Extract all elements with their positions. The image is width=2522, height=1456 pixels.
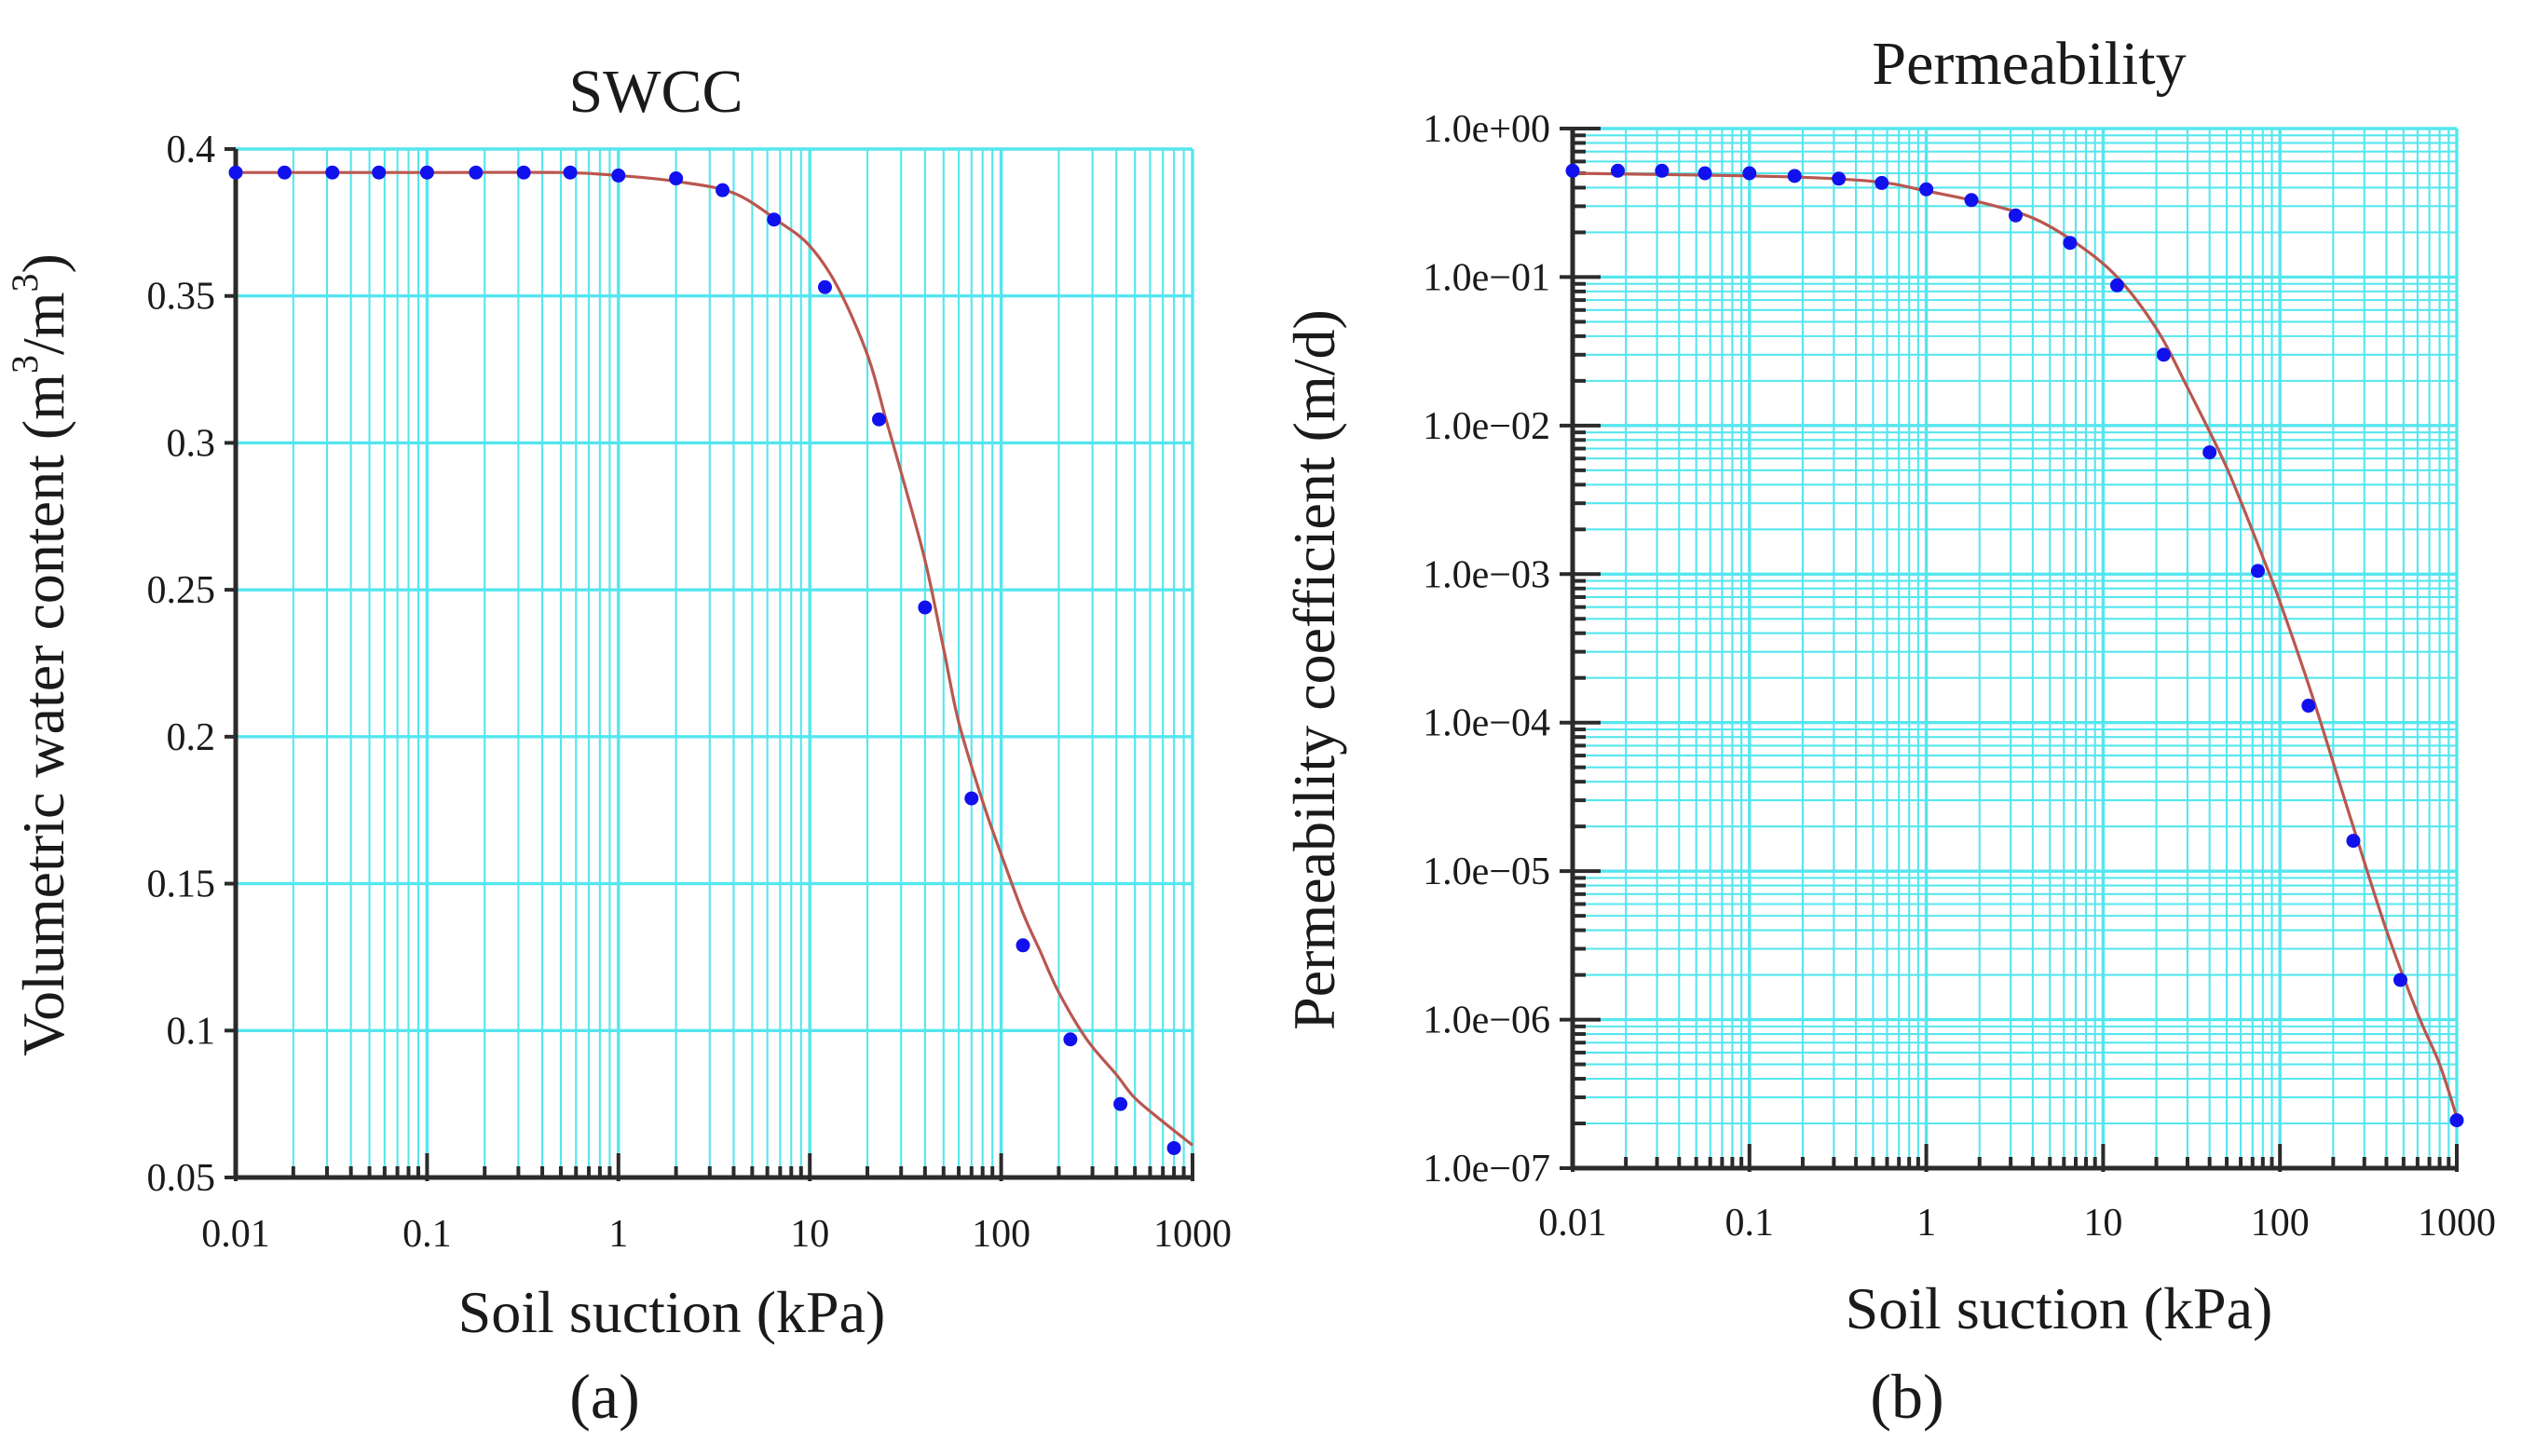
permeability-data-point [1964, 193, 1979, 208]
permeability-y-tick-label: 1.0e−07 [1423, 1148, 1550, 1191]
swcc-data-point [469, 165, 484, 180]
permeability-x-tick-label: 1 [1916, 1202, 1936, 1245]
permeability-x-axis-label: Soil suction (kPa) [1846, 1275, 2273, 1341]
swcc-y-tick-label: 0.2 [167, 716, 216, 759]
swcc-data-point [228, 165, 243, 180]
permeability-data-point [1874, 175, 1889, 190]
swcc-data-point [372, 165, 387, 180]
permeability-y-tick-label: 1.0e+00 [1423, 108, 1550, 151]
swcc-fitted-curve [236, 170, 1193, 1147]
permeability-x-tick-label: 0.1 [1725, 1202, 1775, 1245]
swcc-x-tick-label: 1 [608, 1213, 628, 1256]
swcc-data-point [419, 165, 434, 180]
swcc-data-point [716, 183, 730, 197]
swcc-y-label-suffix: ) [10, 253, 76, 273]
permeability-y-tick-label: 1.0e−02 [1423, 405, 1550, 448]
permeability-data-point [2109, 278, 2124, 293]
permeability-x-tick-label: 1000 [2418, 1202, 2496, 1245]
swcc-x-axis-label: Soil suction (kPa) [458, 1279, 886, 1345]
permeability-y-tick-label: 1.0e−04 [1423, 702, 1550, 745]
swcc-data-point [767, 212, 782, 227]
permeability-x-tick-label: 0.01 [1538, 1202, 1607, 1245]
swcc-data-point [516, 165, 531, 180]
permeability-data-point [2250, 564, 2265, 578]
swcc-y-tick-label: 0.3 [167, 422, 216, 465]
swcc-plot-area: 0.01 0.1 1 10 100 1000 0.05 0.1 0.15 0.2 0.25 0.3 0.… [147, 129, 1233, 1256]
swcc-y-tick-label: 0.4 [167, 129, 216, 171]
swcc-y-label-sup2: 3 [4, 273, 46, 292]
swcc-panel: SWCC 0.01 0.1 1 10 100 1000 0.05 0.1 0.15 0.2 0.25… [4, 58, 1232, 1432]
swcc-data-point [669, 171, 684, 186]
permeability-y-tick-label: 1.0e−05 [1423, 850, 1550, 893]
swcc-x-tick-label: 0.01 [201, 1213, 270, 1256]
permeability-y-tick-label: 1.0e−01 [1423, 256, 1550, 299]
swcc-data-point [1166, 1140, 1181, 1155]
swcc-data-point [871, 412, 886, 427]
permeability-data-point [1832, 171, 1847, 186]
swcc-y-tick-label: 0.35 [147, 276, 216, 319]
permeability-data-point [1787, 169, 1802, 184]
permeability-data-point [2008, 208, 2023, 223]
swcc-title: SWCC [568, 58, 743, 126]
permeability-data-point [1919, 182, 1934, 197]
swcc-y-label-prefix: Volumetric water content (m [10, 374, 76, 1056]
swcc-data-point [1063, 1032, 1078, 1047]
swcc-data-point [1016, 938, 1030, 953]
permeability-x-tick-label: 10 [2083, 1202, 2122, 1245]
panel-label-b: (b) [1870, 1361, 1943, 1432]
permeability-panel: Permeability 0.01 0.1 1 10 100 1000 1.0e−07 1.0… [1281, 30, 2496, 1432]
permeability-data-point [2202, 445, 2217, 460]
swcc-data-point [611, 168, 626, 183]
permeability-y-axis-label: Permeability coefficient (m/d) [1281, 309, 1347, 1030]
permeability-data-point [2156, 347, 2171, 362]
swcc-y-tick-label: 0.1 [167, 1010, 216, 1053]
permeability-plot-area: 0.01 0.1 1 10 100 1000 1.0e−07 1.0e−06 1.0e−05 1.… [1423, 108, 2496, 1245]
swcc-data-point [1113, 1096, 1128, 1111]
permeability-data-point [1697, 166, 1712, 181]
permeability-x-tick-label: 100 [2251, 1202, 2310, 1245]
swcc-y-label-sup1: 3 [4, 355, 46, 374]
swcc-data-point [918, 600, 933, 615]
swcc-data-point [563, 165, 578, 180]
swcc-y-label-mid: /m [10, 292, 76, 355]
permeability-y-tick-label: 1.0e−03 [1423, 553, 1550, 596]
permeability-y-tick-label: 1.0e−06 [1423, 1000, 1550, 1042]
swcc-data-point [277, 165, 292, 180]
swcc-data-point [817, 279, 832, 294]
permeability-data-point [1742, 166, 1757, 181]
permeability-data-point [2392, 973, 2407, 987]
permeability-data-point [2346, 834, 2361, 849]
permeability-data-point [2449, 1113, 2464, 1128]
swcc-x-tick-label: 10 [790, 1213, 829, 1256]
panel-label-a: (a) [569, 1361, 639, 1432]
swcc-data-point [325, 165, 340, 180]
swcc-x-tick-label: 0.1 [402, 1213, 452, 1256]
permeability-data-point [1655, 163, 1670, 178]
swcc-data-point [964, 791, 979, 806]
swcc-x-tick-label: 100 [972, 1213, 1030, 1256]
permeability-data-point [2301, 699, 2316, 714]
swcc-y-axis-label: Volumetric water content (m3/m3) [4, 253, 76, 1056]
permeability-data-point [2063, 236, 2078, 251]
swcc-y-tick-label: 0.25 [147, 569, 216, 612]
swcc-y-tick-label: 0.15 [147, 864, 216, 906]
permeability-data-point [1565, 163, 1580, 178]
permeability-data-point [1610, 163, 1625, 178]
permeability-title: Permeability [1872, 30, 2186, 98]
swcc-x-tick-label: 1000 [1153, 1213, 1232, 1256]
swcc-y-tick-label: 0.05 [147, 1157, 216, 1200]
